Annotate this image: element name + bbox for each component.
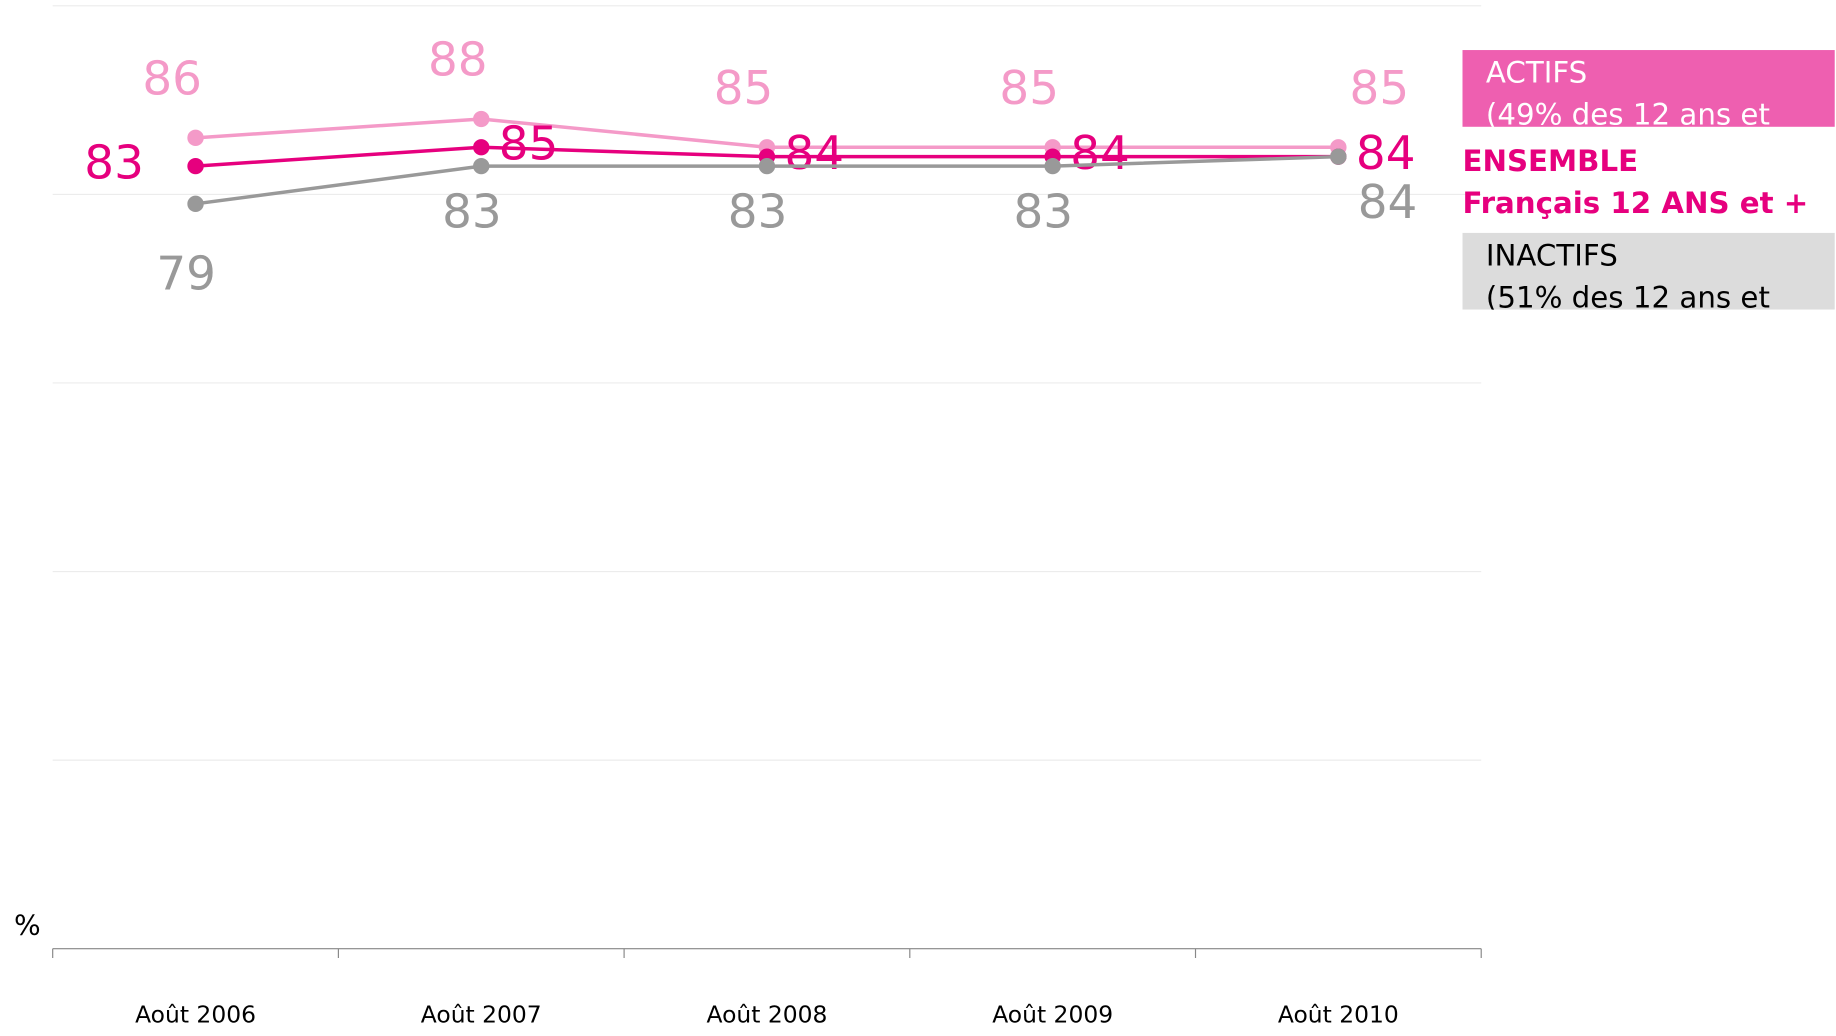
legend-item: ENSEMBLE Français 12 ANS et +	[1462, 144, 1809, 221]
legend-label: INACTIFS (51% des 12 ans et +)	[1462, 232, 1835, 310]
data-point	[1330, 148, 1347, 165]
data-label: 86	[142, 53, 202, 107]
data-label: 83	[728, 186, 788, 240]
legend-item: INACTIFS (51% des 12 ans et +)	[1462, 232, 1835, 310]
x-tick-label: Août 2007	[421, 1001, 542, 1029]
data-point	[187, 129, 204, 146]
data-point	[473, 139, 490, 156]
data-point	[473, 157, 490, 175]
data-label: 79	[156, 248, 216, 302]
x-tick-label: Août 2009	[992, 1001, 1113, 1029]
data-label: 84	[1356, 127, 1416, 181]
data-label: 83	[442, 186, 502, 240]
data-label: 85	[999, 62, 1059, 116]
data-point	[187, 195, 204, 212]
data-label: 85	[1350, 62, 1410, 116]
legend-item: ACTIFS (49% des 12 ans et +)	[1462, 50, 1835, 127]
data-point	[187, 157, 204, 175]
data-label: 85	[714, 62, 774, 116]
data-label: 85	[499, 118, 559, 172]
x-tick-label: Août 2006	[135, 1001, 256, 1029]
data-point	[473, 110, 490, 128]
data-label: 83	[1013, 186, 1073, 240]
data-label: 88	[428, 34, 488, 88]
x-tick-label: Août 2008	[707, 1001, 828, 1029]
data-label: 83	[84, 137, 144, 191]
x-tick-label: Août 2010	[1278, 1001, 1399, 1029]
legend-label: ACTIFS (49% des 12 ans et +)	[1462, 50, 1835, 127]
data-label: 84	[1358, 176, 1418, 230]
y-axis-label: %	[14, 909, 41, 942]
data-label: 84	[1070, 127, 1130, 181]
data-label: 84	[785, 127, 845, 181]
legend-label: ENSEMBLE Français 12 ANS et +	[1462, 144, 1809, 221]
data-point	[1044, 157, 1061, 175]
data-point	[758, 157, 776, 175]
